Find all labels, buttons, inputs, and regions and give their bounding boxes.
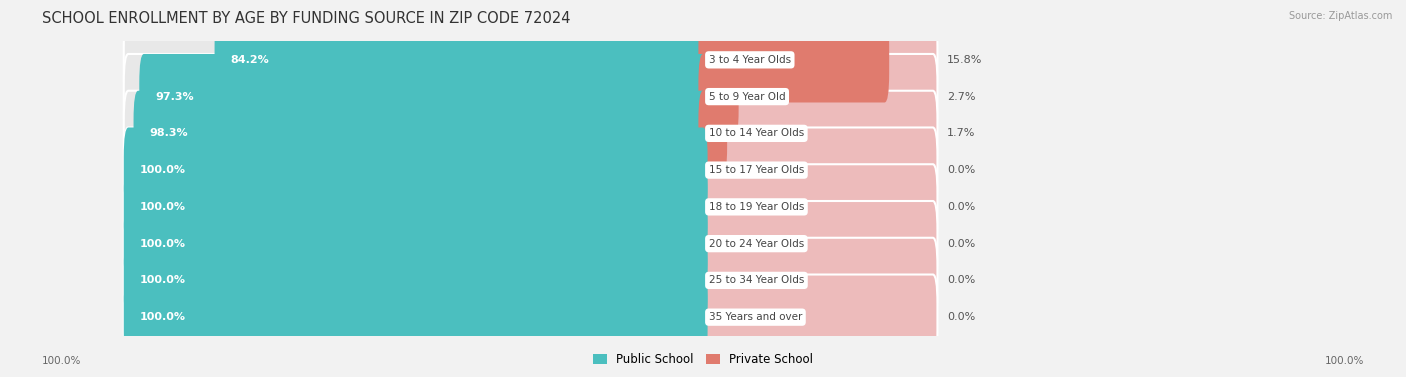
FancyBboxPatch shape <box>124 238 707 323</box>
FancyBboxPatch shape <box>124 201 707 286</box>
FancyBboxPatch shape <box>124 274 707 360</box>
FancyBboxPatch shape <box>124 201 707 286</box>
Text: 35 Years and over: 35 Years and over <box>709 312 801 322</box>
FancyBboxPatch shape <box>124 91 707 176</box>
FancyBboxPatch shape <box>124 164 707 250</box>
Text: Source: ZipAtlas.com: Source: ZipAtlas.com <box>1288 11 1392 21</box>
FancyBboxPatch shape <box>699 54 738 139</box>
Text: 0.0%: 0.0% <box>948 165 976 175</box>
FancyBboxPatch shape <box>215 17 707 103</box>
FancyBboxPatch shape <box>699 164 938 250</box>
Legend: Public School, Private School: Public School, Private School <box>588 349 818 371</box>
FancyBboxPatch shape <box>699 91 938 176</box>
Text: 5 to 9 Year Old: 5 to 9 Year Old <box>709 92 786 102</box>
FancyBboxPatch shape <box>699 201 938 286</box>
Text: 100.0%: 100.0% <box>139 165 186 175</box>
FancyBboxPatch shape <box>699 54 938 139</box>
Text: 20 to 24 Year Olds: 20 to 24 Year Olds <box>709 239 804 249</box>
FancyBboxPatch shape <box>124 127 707 213</box>
FancyBboxPatch shape <box>124 127 707 213</box>
Text: 0.0%: 0.0% <box>948 312 976 322</box>
Text: 98.3%: 98.3% <box>149 128 188 138</box>
Text: 25 to 34 Year Olds: 25 to 34 Year Olds <box>709 275 804 285</box>
Text: 0.0%: 0.0% <box>948 275 976 285</box>
FancyBboxPatch shape <box>124 238 707 323</box>
Text: 18 to 19 Year Olds: 18 to 19 Year Olds <box>709 202 804 212</box>
Text: 97.3%: 97.3% <box>156 92 194 102</box>
FancyBboxPatch shape <box>124 17 707 103</box>
Text: 15.8%: 15.8% <box>948 55 983 65</box>
FancyBboxPatch shape <box>699 274 938 360</box>
Text: 100.0%: 100.0% <box>139 275 186 285</box>
FancyBboxPatch shape <box>699 127 938 213</box>
Text: 100.0%: 100.0% <box>139 202 186 212</box>
FancyBboxPatch shape <box>139 54 707 139</box>
Text: 15 to 17 Year Olds: 15 to 17 Year Olds <box>709 165 804 175</box>
Text: 100.0%: 100.0% <box>1324 356 1364 366</box>
FancyBboxPatch shape <box>699 238 938 323</box>
Text: 100.0%: 100.0% <box>42 356 82 366</box>
Text: 84.2%: 84.2% <box>231 55 270 65</box>
FancyBboxPatch shape <box>699 91 727 176</box>
Text: 2.7%: 2.7% <box>948 92 976 102</box>
Text: SCHOOL ENROLLMENT BY AGE BY FUNDING SOURCE IN ZIP CODE 72024: SCHOOL ENROLLMENT BY AGE BY FUNDING SOUR… <box>42 11 571 26</box>
FancyBboxPatch shape <box>699 17 889 103</box>
FancyBboxPatch shape <box>124 274 707 360</box>
FancyBboxPatch shape <box>124 54 707 139</box>
FancyBboxPatch shape <box>699 17 938 103</box>
Text: 0.0%: 0.0% <box>948 202 976 212</box>
Text: 100.0%: 100.0% <box>139 239 186 249</box>
Text: 3 to 4 Year Olds: 3 to 4 Year Olds <box>709 55 790 65</box>
Text: 10 to 14 Year Olds: 10 to 14 Year Olds <box>709 128 804 138</box>
Text: 100.0%: 100.0% <box>139 312 186 322</box>
FancyBboxPatch shape <box>124 164 707 250</box>
Text: 1.7%: 1.7% <box>948 128 976 138</box>
Text: 0.0%: 0.0% <box>948 239 976 249</box>
FancyBboxPatch shape <box>134 91 707 176</box>
